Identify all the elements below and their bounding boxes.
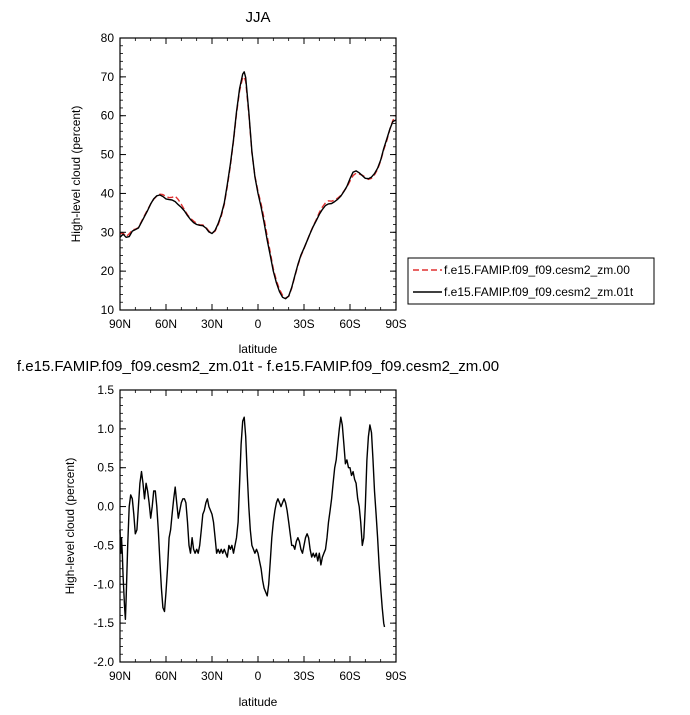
bottom-panel: f.e15.FAMIP.f09_f09.cesm2_zm.01t - f.e15…: [17, 358, 499, 709]
top-x-tick-label-2: 30N: [201, 317, 223, 331]
legend-label-series-1: f.e15.FAMIP.f09_f09.cesm2_zm.01t: [444, 285, 634, 299]
bottom-plot-frame: [119, 389, 397, 663]
bottom-x-axis: 90N 60N 30N 0 30S 60S 90S: [109, 390, 407, 683]
bottom-y-tick-label-3: -0.5: [93, 538, 114, 552]
bottom-x-axis-label: latitude: [239, 695, 278, 709]
top-x-tick-label-4: 30S: [293, 317, 314, 331]
bottom-y-tick-label-4: 0.0: [97, 500, 114, 514]
top-series-line-1: [119, 71, 397, 300]
bottom-series-lines: [119, 416, 386, 628]
top-y-axis-label: High-level cloud (percent): [69, 106, 83, 243]
bottom-x-tick-label-4: 30S: [293, 669, 314, 683]
top-y-tick-label-0: 10: [101, 303, 115, 317]
top-y-tick-label-2: 30: [101, 225, 115, 239]
top-y-tick-label-3: 40: [101, 186, 115, 200]
bottom-y-axis: -2.0 -1.5 -1.0 -0.5 0.0 0.5 1.0 1.5: [93, 383, 396, 669]
top-x-tick-label-5: 60S: [339, 317, 360, 331]
top-x-tick-label-6: 90S: [385, 317, 406, 331]
legend: f.e15.FAMIP.f09_f09.cesm2_zm.00 f.e15.FA…: [407, 257, 655, 305]
top-y-tick-label-4: 50: [101, 148, 115, 162]
top-x-tick-label-0: 90N: [109, 317, 131, 331]
top-y-tick-label-7: 80: [101, 31, 115, 45]
top-panel: JJA 90N 60N 30N 0 30S 60S 90S 10 20 30 40 50 60 70 80…: [69, 9, 407, 356]
bottom-series-line-0: [119, 416, 386, 628]
top-x-axis: 90N 60N 30N 0 30S 60S 90S: [109, 38, 407, 331]
bottom-x-tick-label-6: 90S: [385, 669, 406, 683]
bottom-x-tick-label-3: 0: [255, 669, 262, 683]
top-y-axis: 10 20 30 40 50 60 70 80: [101, 31, 396, 317]
top-y-tick-label-5: 60: [101, 109, 115, 123]
bottom-y-tick-label-1: -1.5: [93, 616, 114, 630]
top-chart-title: JJA: [245, 9, 270, 26]
bottom-y-tick-label-7: 1.5: [97, 383, 114, 397]
bottom-x-tick-label-2: 30N: [201, 669, 223, 683]
top-x-tick-label-1: 60N: [155, 317, 177, 331]
top-x-axis-label: latitude: [239, 342, 278, 356]
top-y-tick-label-1: 20: [101, 264, 115, 278]
bottom-x-tick-label-1: 60N: [155, 669, 177, 683]
bottom-y-axis-label: High-level cloud (percent): [63, 458, 77, 595]
bottom-x-tick-label-0: 90N: [109, 669, 131, 683]
top-y-tick-label-6: 70: [101, 70, 115, 84]
bottom-y-tick-label-0: -2.0: [93, 655, 114, 669]
bottom-x-tick-label-5: 60S: [339, 669, 360, 683]
top-series-lines: [119, 71, 397, 300]
legend-box: [407, 257, 655, 305]
bottom-y-tick-label-6: 1.0: [97, 422, 114, 436]
bottom-y-tick-label-5: 0.5: [97, 461, 114, 475]
bottom-chart-title: f.e15.FAMIP.f09_f09.cesm2_zm.01t - f.e15…: [17, 358, 499, 375]
top-series-line-0: [119, 76, 397, 299]
bottom-y-tick-label-2: -1.0: [93, 577, 114, 591]
legend-label-series-0: f.e15.FAMIP.f09_f09.cesm2_zm.00: [444, 263, 630, 277]
top-x-tick-label-3: 0: [255, 317, 262, 331]
